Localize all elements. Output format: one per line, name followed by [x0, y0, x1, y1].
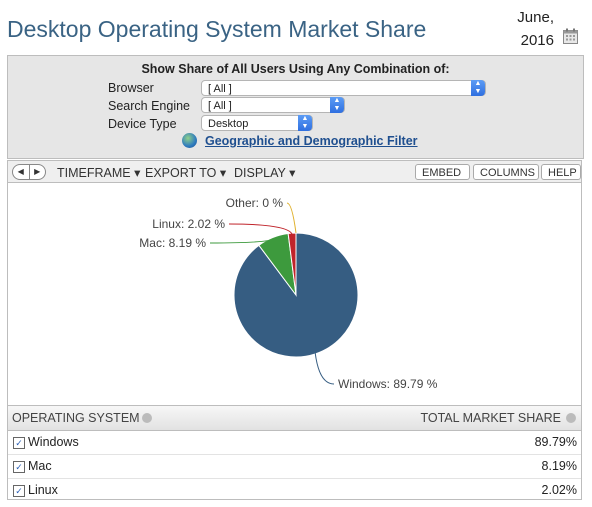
filter-panel: Show Share of All Users Using Any Combin… — [7, 55, 584, 159]
date-display: June, 2016 — [517, 6, 554, 52]
date-year: 2016 — [520, 32, 554, 49]
updown-arrow-icon: ▲ ▼ — [298, 115, 312, 131]
date-month: June, — [517, 9, 554, 26]
toolbar: ◀ ▶ TIMEFRAME ▾ EXPORT TO ▾ DISPLAY ▾ EM… — [7, 160, 582, 183]
row-os-name: Mac — [28, 459, 52, 473]
chart-area: Windows: 89.79 % Mac: 8.19 % Linux: 2.02 %… — [7, 183, 582, 405]
pie-label-mac: Mac: 8.19 % — [139, 236, 206, 250]
export-menu[interactable]: EXPORT TO ▾ — [145, 165, 226, 180]
row-checkbox[interactable]: ✓ — [13, 485, 25, 497]
row-checkbox[interactable]: ✓ — [13, 437, 25, 449]
export-label: EXPORT TO — [145, 166, 217, 180]
search-engine-select-value: [ All ] — [208, 100, 232, 112]
table-row: ✓ Windows 89.79% — [8, 431, 581, 455]
leader-line-other — [286, 202, 297, 234]
dropdown-caret-icon: ▾ — [134, 166, 141, 180]
next-arrow-icon[interactable]: ▶ — [34, 167, 41, 176]
display-menu[interactable]: DISPLAY ▾ — [234, 165, 295, 180]
gear-icon[interactable] — [142, 413, 152, 423]
row-checkbox[interactable]: ✓ — [13, 461, 25, 473]
globe-icon — [182, 133, 197, 148]
browser-label: Browser — [108, 81, 154, 95]
prev-next-arrows[interactable]: ◀ ▶ — [12, 164, 46, 180]
browser-select[interactable]: [ All ] ▲ ▼ — [201, 80, 486, 96]
embed-button[interactable]: EMBED — [415, 164, 470, 180]
pie-label-linux: Linux: 2.02 % — [152, 217, 225, 231]
geographic-filter-link[interactable]: Geographic and Demographic Filter — [205, 134, 418, 148]
row-share-value: 8.19% — [541, 459, 577, 473]
help-button[interactable]: HELP — [541, 164, 581, 180]
leader-line-linux — [228, 223, 293, 235]
device-type-select[interactable]: Desktop ▲ ▼ — [201, 115, 313, 131]
display-label: DISPLAY — [234, 166, 286, 180]
pie-chart: Windows: 89.79 % Mac: 8.19 % Linux: 2.02 %… — [139, 196, 438, 391]
timeframe-label: TIMEFRAME — [57, 166, 131, 180]
updown-arrow-icon: ▲ ▼ — [330, 97, 344, 113]
table-row: ✓ Mac 8.19% — [8, 455, 581, 479]
row-share-value: 2.02% — [541, 483, 577, 497]
search-engine-label: Search Engine — [108, 99, 191, 113]
device-type-label: Device Type — [108, 117, 177, 131]
row-share-value: 89.79% — [534, 435, 577, 449]
leader-line-mac — [209, 238, 274, 244]
columns-button[interactable]: COLUMNS — [473, 164, 539, 180]
table-row: ✓ Linux 2.02% — [8, 479, 581, 502]
dropdown-caret-icon: ▾ — [289, 166, 296, 180]
col-header-share[interactable]: TOTAL MARKET SHARE — [420, 411, 561, 425]
updown-arrow-icon: ▲ ▼ — [471, 80, 485, 96]
pie-label-other: Other: 0 % — [226, 196, 284, 210]
timeframe-menu[interactable]: TIMEFRAME ▾ — [57, 165, 140, 180]
col-header-os[interactable]: OPERATING SYSTEM — [12, 411, 140, 425]
calendar-icon[interactable] — [563, 28, 578, 44]
page-title: Desktop Operating System Market Share — [7, 16, 427, 42]
table-header: OPERATING SYSTEM TOTAL MARKET SHARE — [8, 406, 581, 431]
row-os-name: Windows — [28, 435, 79, 449]
device-type-select-value: Desktop — [208, 118, 249, 130]
market-share-table: OPERATING SYSTEM TOTAL MARKET SHARE ✓ Wi… — [7, 405, 582, 500]
prev-arrow-icon[interactable]: ◀ — [13, 165, 30, 179]
dropdown-caret-icon: ▾ — [219, 166, 227, 180]
gear-icon[interactable] — [566, 413, 576, 423]
pie-label-windows: Windows: 89.79 % — [338, 377, 438, 391]
row-os-name: Linux — [28, 483, 58, 497]
browser-select-value: [ All ] — [208, 83, 232, 95]
leader-line-windows — [314, 352, 335, 385]
search-engine-select[interactable]: [ All ] ▲ ▼ — [201, 97, 345, 113]
filter-heading: Show Share of All Users Using Any Combin… — [141, 62, 450, 76]
